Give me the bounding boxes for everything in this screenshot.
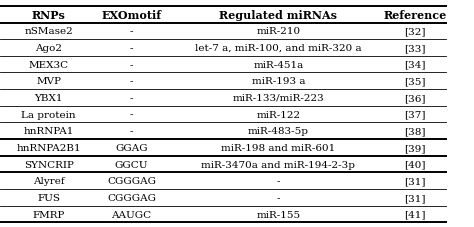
Text: miR-3470a and miR-194-2-3p: miR-3470a and miR-194-2-3p <box>201 160 356 169</box>
Text: FUS: FUS <box>37 193 60 202</box>
Text: [38]: [38] <box>404 127 426 136</box>
Text: -: - <box>130 110 133 119</box>
Text: -: - <box>130 27 133 36</box>
Text: [31]: [31] <box>404 177 426 185</box>
Text: [36]: [36] <box>404 94 426 103</box>
Text: hnRNPA2B1: hnRNPA2B1 <box>16 143 81 152</box>
Text: GGCU: GGCU <box>115 160 148 169</box>
Text: MEX3C: MEX3C <box>28 60 69 69</box>
Text: La protein: La protein <box>21 110 76 119</box>
Text: CGGGAG: CGGGAG <box>107 193 156 202</box>
Text: YBX1: YBX1 <box>34 94 63 103</box>
Text: -: - <box>130 60 133 69</box>
Text: AAUGC: AAUGC <box>111 210 152 219</box>
Text: Reference: Reference <box>383 10 447 21</box>
Text: [41]: [41] <box>404 210 426 219</box>
Text: CGGGAG: CGGGAG <box>107 177 156 185</box>
Text: Ago2: Ago2 <box>35 44 62 53</box>
Text: -: - <box>130 77 133 86</box>
Text: nSMase2: nSMase2 <box>24 27 73 36</box>
Text: miR-193 a: miR-193 a <box>252 77 305 86</box>
Text: miR-122: miR-122 <box>256 110 301 119</box>
Text: Alyref: Alyref <box>33 177 64 185</box>
Text: [33]: [33] <box>404 44 426 53</box>
Text: MVP: MVP <box>36 77 61 86</box>
Text: Regulated miRNAs: Regulated miRNAs <box>219 10 337 21</box>
Text: [39]: [39] <box>404 143 426 152</box>
Text: SYNCRIP: SYNCRIP <box>24 160 73 169</box>
Text: miR-210: miR-210 <box>256 27 301 36</box>
Text: let-7 a, miR-100, and miR-320 a: let-7 a, miR-100, and miR-320 a <box>195 44 362 53</box>
Text: miR-451a: miR-451a <box>253 60 304 69</box>
Text: [37]: [37] <box>404 110 426 119</box>
Text: EXOmotif: EXOmotif <box>101 10 162 21</box>
Text: -: - <box>130 94 133 103</box>
Text: miR-198 and miR-601: miR-198 and miR-601 <box>221 143 336 152</box>
Text: FMRP: FMRP <box>32 210 65 219</box>
Text: miR-155: miR-155 <box>256 210 301 219</box>
Text: hnRNPA1: hnRNPA1 <box>23 127 74 136</box>
Text: -: - <box>130 127 133 136</box>
Text: -: - <box>130 44 133 53</box>
Text: [31]: [31] <box>404 193 426 202</box>
Text: [35]: [35] <box>404 77 426 86</box>
Text: [34]: [34] <box>404 60 426 69</box>
Text: -: - <box>277 177 280 185</box>
Text: RNPs: RNPs <box>32 10 65 21</box>
Text: -: - <box>277 193 280 202</box>
Text: GGAG: GGAG <box>115 143 148 152</box>
Text: [40]: [40] <box>404 160 426 169</box>
Text: [32]: [32] <box>404 27 426 36</box>
Text: miR-483-5p: miR-483-5p <box>248 127 309 136</box>
Text: miR-133/miR-223: miR-133/miR-223 <box>233 94 324 103</box>
